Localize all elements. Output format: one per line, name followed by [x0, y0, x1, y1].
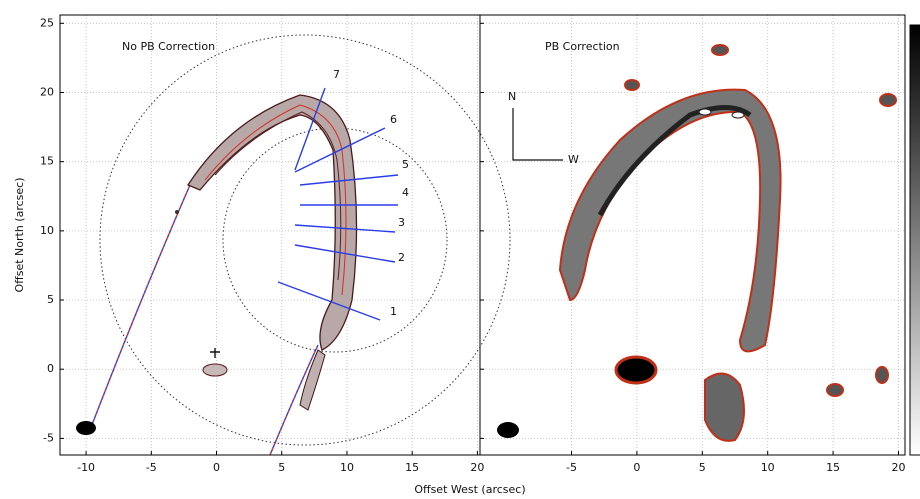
emission-contour — [214, 111, 342, 281]
model-track — [269, 344, 319, 456]
center-marker — [210, 348, 220, 358]
slice-line — [294, 224, 396, 233]
emission-contour — [711, 44, 729, 56]
y-tick-label: 20 — [40, 85, 54, 98]
colorbar — [909, 24, 920, 456]
emission-contour — [826, 383, 844, 397]
compass — [512, 108, 563, 161]
x-tick-label: 5 — [699, 461, 706, 474]
model-track — [89, 184, 191, 431]
y-tick-label: 0 — [47, 362, 54, 375]
emission-peak — [698, 108, 712, 116]
axes-frame — [479, 14, 906, 456]
x-tick-label: -10 — [77, 461, 95, 474]
x-tick-label: 15 — [826, 461, 840, 474]
x-tick-label: -5 — [146, 461, 157, 474]
slice-label: 6 — [390, 113, 397, 126]
grid-layer — [60, 15, 905, 455]
x-tick-label: 5 — [278, 461, 285, 474]
compass-label: N — [508, 90, 516, 103]
emission-contour — [875, 366, 889, 384]
beam — [497, 422, 519, 438]
source-contour — [614, 355, 658, 385]
axes-frame — [59, 14, 481, 456]
y-tick-label: 10 — [40, 224, 54, 237]
x-tick-label: -5 — [566, 461, 577, 474]
primary-beam-ring — [99, 34, 511, 446]
y-axis-label: Offset North (arcsec) — [13, 177, 26, 292]
emission-contour — [624, 79, 640, 91]
panel-title: PB Correction — [545, 40, 620, 53]
primary-beam-ring — [222, 127, 448, 353]
y-tick-label: 15 — [40, 155, 54, 168]
emission-contour — [204, 104, 347, 296]
x-tick-label: 10 — [340, 461, 354, 474]
right-panel-image: N W PB Correction — [497, 40, 897, 442]
slice-line — [299, 174, 399, 186]
x-tick-label: 20 — [470, 461, 484, 474]
panel-title: No PB Correction — [122, 40, 215, 53]
source-dot — [175, 210, 179, 214]
x-tick-label: 20 — [891, 461, 905, 474]
source-contour — [202, 363, 228, 377]
slice-line — [294, 244, 396, 263]
left-panel-image: 1 2 3 4 5 6 7 No PB Correction — [76, 34, 511, 456]
y-tick-label: 25 — [40, 16, 54, 29]
emission-contour — [879, 93, 897, 107]
emission-peak — [597, 105, 752, 217]
x-tick-label: 15 — [405, 461, 419, 474]
slice-label: 7 — [333, 68, 340, 81]
slice-label: 5 — [402, 158, 409, 171]
compass-label: W — [568, 153, 579, 166]
emission-contour — [299, 349, 326, 411]
slice-label: 4 — [402, 186, 409, 199]
slice-line — [277, 281, 381, 321]
x-tick-label: 0 — [213, 461, 220, 474]
x-tick-label: 0 — [633, 461, 640, 474]
slice-label: 1 — [390, 305, 397, 318]
emission-contour — [187, 94, 358, 351]
y-tick-label: -5 — [43, 431, 54, 444]
x-axis-label: Offset West (arcsec) — [414, 483, 525, 496]
emission-contour — [704, 372, 745, 442]
slice-label: 3 — [398, 216, 405, 229]
emission-peak — [731, 111, 745, 119]
beam — [76, 421, 96, 435]
slice-line — [294, 87, 326, 171]
model-track — [269, 344, 319, 456]
slice-line — [294, 127, 386, 173]
slice-label: 2 — [398, 251, 405, 264]
x-tick-label: 10 — [761, 461, 775, 474]
y-tick-label: 5 — [47, 293, 54, 306]
